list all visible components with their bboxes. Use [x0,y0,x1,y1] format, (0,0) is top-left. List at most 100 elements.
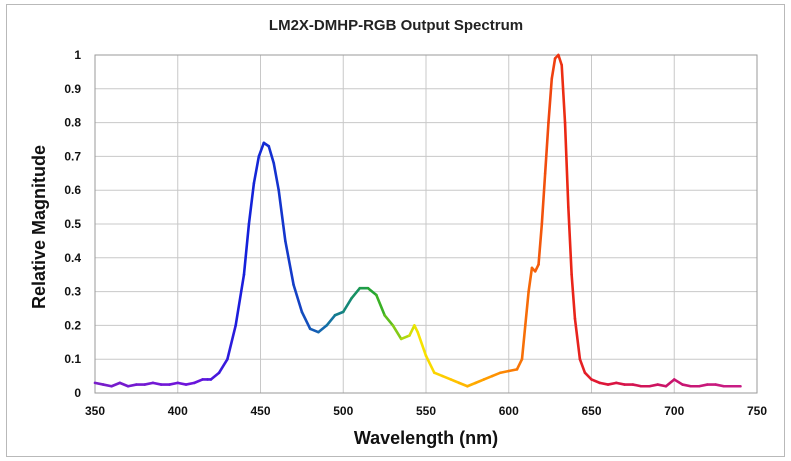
y-tick-label: 0.4 [64,251,81,265]
spectrum-segment [567,205,573,277]
spectrum-segment [350,286,362,300]
spectrum-segment [143,381,155,386]
grid [94,54,758,394]
spectrum-segment [697,383,709,388]
spectrum-segment [537,222,544,266]
spectrum-segment [557,53,564,67]
spectrum-segment [101,383,113,388]
spectrum-segment [234,273,246,327]
y-tick-label: 0.6 [64,183,81,197]
spectrum-segment [490,371,502,378]
spectrum-segment [242,222,251,277]
spectrum-segment [507,368,519,373]
spectrum-segment [550,57,557,80]
y-tick-label: 1 [74,48,81,62]
axes [94,54,758,394]
spectrum-segment [110,381,122,388]
spectrum-segment [300,310,312,331]
spectrum-segment [570,273,577,320]
spectrum-segment [681,383,693,388]
y-tick-label: 0.5 [64,217,81,231]
y-tick-label: 0.2 [64,318,81,332]
x-axis-label: Wavelength (nm) [354,428,498,448]
spectrum-segment [515,357,524,371]
spectrum-segment [416,330,428,358]
spectrum-segment [457,381,469,388]
x-tick-label: 600 [499,404,519,418]
spectrum-segment [656,383,668,388]
spectrum-segment [284,239,295,287]
y-tick-label: 0.9 [64,82,81,96]
spectrum-segment [176,381,188,386]
spectrum-segment [267,144,276,165]
spectrum-segment [184,381,196,386]
chart-frame: LM2X-DMHP-RGB Output Spectrum Wavelength… [6,4,785,457]
y-tick-label: 0 [74,386,81,400]
spectrum-segment [151,381,163,386]
spectrum-segment [272,161,281,192]
spectrum-segment [383,313,395,327]
spectrum-segment [408,324,416,337]
spectrum-segment [424,354,436,375]
spectrum-segment [317,324,329,334]
y-axis-label: Relative Magnitude [29,145,49,309]
spectrum-segment [631,383,643,388]
spectrum-segment [252,155,261,185]
spectrum-segment [583,371,593,381]
spectrum-segment [474,378,486,385]
plot-area-border [94,54,758,394]
x-axis-ticks: 350 400 450 500 550 600 650 700 750 [85,404,767,418]
spectrum-segment [543,121,550,175]
spectrum-segment [292,283,304,314]
spectrum-segment [615,381,626,386]
spectrum-segment [399,334,411,341]
spectrum-segment [499,369,511,375]
spectrum-segment [168,381,180,386]
spectrum-segment [217,357,229,375]
spectrum-segment [648,383,660,388]
spectrum-segment [193,378,204,385]
y-axis-ticks: 0 0.1 0.2 0.3 0.4 0.5 0.6 0.7 0.8 0.9 1 [64,48,81,400]
x-tick-label: 750 [747,404,767,418]
spectrum-series [93,53,742,388]
spectrum-segment [432,371,444,378]
spectrum-segment [449,378,461,385]
x-tick-label: 400 [168,404,188,418]
spectrum-segment [482,374,494,381]
spectrum-segment [277,188,287,243]
spectrum-segment [664,378,676,388]
y-tick-label: 0.1 [64,352,81,366]
spectrum-segment [126,383,138,388]
x-tick-label: 700 [664,404,684,418]
spectrum-segment [118,381,130,388]
spectrum-chart: LM2X-DMHP-RGB Output Spectrum Wavelength… [29,17,767,448]
chart-title: LM2X-DMHP-RGB Output Spectrum [269,17,523,34]
spectrum-segment [366,286,378,297]
spectrum-segment [598,381,610,386]
spectrum-segment [578,357,587,375]
spectrum-segment [247,182,256,226]
y-tick-label: 0.3 [64,285,81,299]
x-tick-label: 500 [333,404,353,418]
spectrum-segment [606,381,618,386]
spectrum-segment [391,324,403,341]
spectrum-segment [209,371,221,381]
spectrum-segment [547,77,554,124]
spectrum-segment [520,324,527,361]
spectrum-segment [672,378,684,386]
spectrum-segment [93,381,105,386]
y-tick-label: 0.8 [64,116,81,130]
spectrum-segment [540,172,547,226]
spectrum-segment [341,297,353,314]
x-tick-label: 350 [85,404,105,418]
spectrum-segment [560,63,567,124]
spectrum-segment [257,141,266,158]
spectrum-segment [573,317,582,361]
y-tick-label: 0.7 [64,149,81,163]
spectrum-segment [563,121,570,209]
spectrum-segment [714,383,726,388]
spectrum-segment [333,310,345,317]
spectrum-segment [325,313,337,327]
spectrum-segment [308,327,320,334]
spectrum-segment [527,266,534,293]
